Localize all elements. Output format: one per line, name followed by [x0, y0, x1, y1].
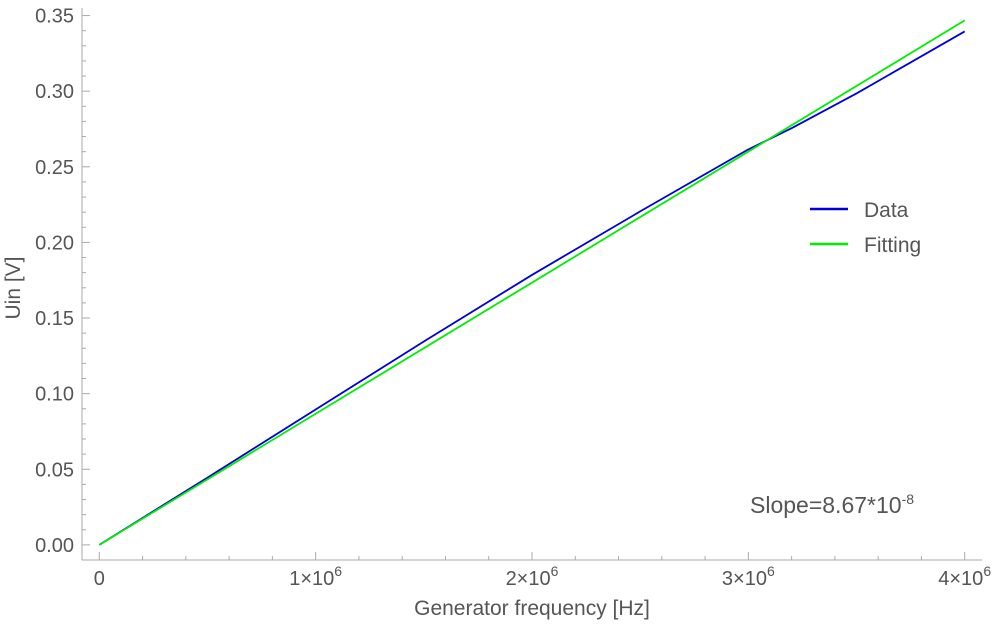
slope-annotation-exponent: -8 — [902, 491, 915, 507]
y-tick-label: 0.15 — [35, 308, 74, 330]
y-tick-label: 0.30 — [35, 81, 74, 103]
legend: Data Fitting — [810, 199, 921, 257]
y-tick-label: 0.00 — [35, 535, 74, 557]
series-line-fitting — [98, 19, 966, 546]
x-tick-label: 4×106 — [938, 563, 991, 590]
x-ticks: 0 1×106 2×106 3×106 4×106 — [94, 552, 991, 590]
series-lines — [98, 19, 966, 546]
y-tick-label: 0.10 — [35, 384, 74, 406]
legend-label-fitting: Fitting — [864, 234, 921, 257]
y-tick-label: 0.20 — [35, 232, 74, 254]
y-axis-title: Uin [V] — [2, 256, 25, 319]
x-tick-label: 3×106 — [722, 563, 775, 590]
slope-annotation: Slope=8.67*10-8 — [750, 491, 914, 518]
y-tick-label: 0.25 — [35, 157, 74, 179]
y-tick-label: 0.05 — [35, 459, 74, 481]
y-ticks: 0.00 0.05 0.10 0.15 0.20 0.25 0.30 0.35 — [35, 6, 90, 557]
legend-label-data: Data — [864, 199, 909, 222]
x-tick-label: 1×106 — [289, 563, 342, 590]
y-tick-label: 0.35 — [35, 6, 74, 28]
x-axis-title: Generator frequency [Hz] — [414, 597, 650, 620]
slope-annotation-base: Slope=8.67*10 — [750, 492, 902, 518]
x-tick-label: 2×106 — [506, 563, 559, 590]
series-line-data — [98, 30, 966, 546]
x-tick-label: 0 — [94, 568, 105, 590]
